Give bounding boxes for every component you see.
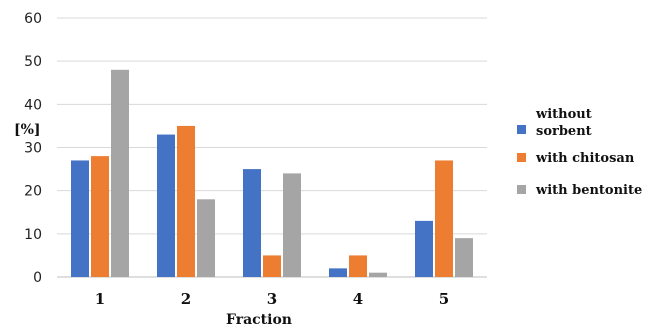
y-tick-label-0: 0 xyxy=(33,270,42,286)
x-axis-label: Fraction xyxy=(226,312,292,327)
y-tick-label-30: 30 xyxy=(24,141,42,157)
bar-with-chitosan-2 xyxy=(177,125,195,278)
bar-with-bentonite-2 xyxy=(197,199,215,277)
legend-label-without-sorbent-line-2: sorbent xyxy=(536,124,592,139)
y-tick-label-50: 50 xyxy=(24,54,42,70)
bar-with-bentonite-3 xyxy=(283,173,301,277)
y-tick-label-20: 20 xyxy=(24,184,42,200)
x-tick-label-3: 3 xyxy=(267,290,277,308)
bar-with-bentonite-4 xyxy=(369,272,387,277)
bar-with-bentonite-1 xyxy=(111,69,129,277)
bar-with-chitosan-5 xyxy=(435,160,453,277)
bar-without-sorbent-4 xyxy=(329,268,347,277)
y-axis-label: [%] xyxy=(14,122,41,138)
bar-with-chitosan-1 xyxy=(91,156,109,277)
y-tick-labels: 0 10 20 30 40 50 60 xyxy=(24,11,42,286)
x-tick-label-5: 5 xyxy=(439,290,449,308)
x-tick-label-2: 2 xyxy=(181,290,191,308)
bar-without-sorbent-5 xyxy=(415,220,433,277)
bar-with-chitosan-3 xyxy=(263,255,281,277)
bar-without-sorbent-2 xyxy=(157,134,175,277)
bar-with-chitosan-4 xyxy=(349,255,367,277)
y-tick-label-10: 10 xyxy=(24,227,42,243)
bar-without-sorbent-3 xyxy=(243,169,261,277)
x-tick-labels: 1 2 3 4 5 xyxy=(95,290,449,308)
y-tick-label-60: 60 xyxy=(24,11,42,27)
bar-with-bentonite-5 xyxy=(455,238,473,277)
bars xyxy=(71,69,473,278)
y-tick-label-40: 40 xyxy=(24,97,42,113)
legend-label-without-sorbent-line-1: without xyxy=(535,107,592,122)
bar-without-sorbent-1 xyxy=(71,160,89,277)
legend-swatch-with-chitosan xyxy=(517,153,526,162)
legend-label-with-chitosan: with chitosan xyxy=(535,151,635,166)
x-tick-label-4: 4 xyxy=(353,290,363,308)
legend: without sorbent with chitosan with bentonit… xyxy=(517,107,642,198)
x-tick-label-1: 1 xyxy=(95,290,105,308)
legend-swatch-without-sorbent xyxy=(517,125,526,134)
legend-swatch-with-bentonite xyxy=(517,185,526,194)
legend-label-with-bentonite: with bentonite xyxy=(535,183,642,198)
